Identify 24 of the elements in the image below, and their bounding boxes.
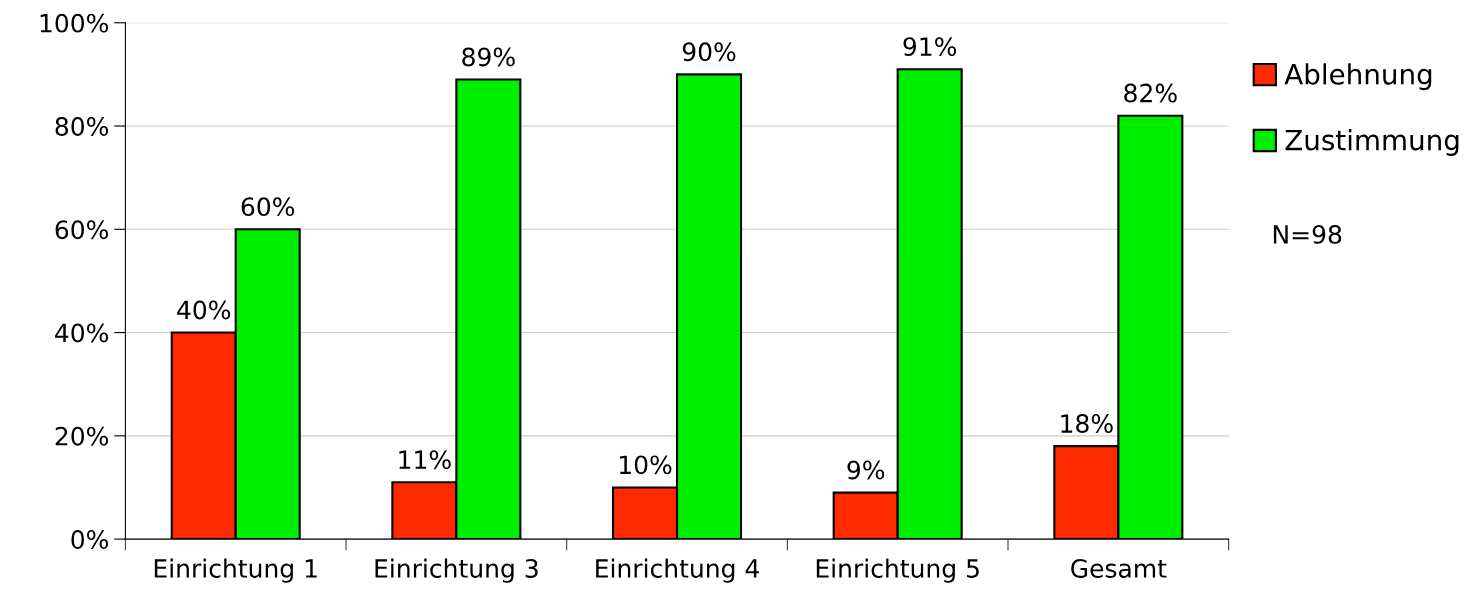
data-label: 11%: [399, 450, 451, 470]
data-label: 10%: [619, 455, 672, 475]
text: N=98: [1273, 224, 1342, 244]
x-tick-label: Einrichtung 5: [816, 558, 979, 583]
y-tick-label: 20%: [55, 426, 109, 446]
legend-label: Zustimmung: [1285, 129, 1459, 156]
data-label: 40%: [177, 300, 231, 320]
data-label: 9%: [847, 460, 885, 480]
x-tick-label: Einrichtung 4: [596, 558, 759, 583]
x-tick-label: Einrichtung 1: [154, 558, 317, 583]
data-label: 18%: [1061, 414, 1113, 433]
data-label: 91%: [903, 37, 957, 57]
y-tick-label: 60%: [55, 220, 109, 240]
data-label: 90%: [682, 42, 736, 62]
y-tick-label: 80%: [55, 116, 109, 136]
data-label: 89%: [462, 47, 515, 67]
x-tick-label: Einrichtung 3: [375, 558, 538, 583]
x-tick-label: Gesamt: [1071, 558, 1167, 578]
y-tick-label: 100%: [40, 13, 109, 33]
y-tick-label: 0%: [71, 530, 109, 549]
data-label: 82%: [1124, 83, 1177, 103]
data-label: 60%: [241, 197, 295, 217]
legend-label: Ablehnung: [1284, 63, 1432, 91]
y-tick-label: 40%: [55, 323, 109, 343]
